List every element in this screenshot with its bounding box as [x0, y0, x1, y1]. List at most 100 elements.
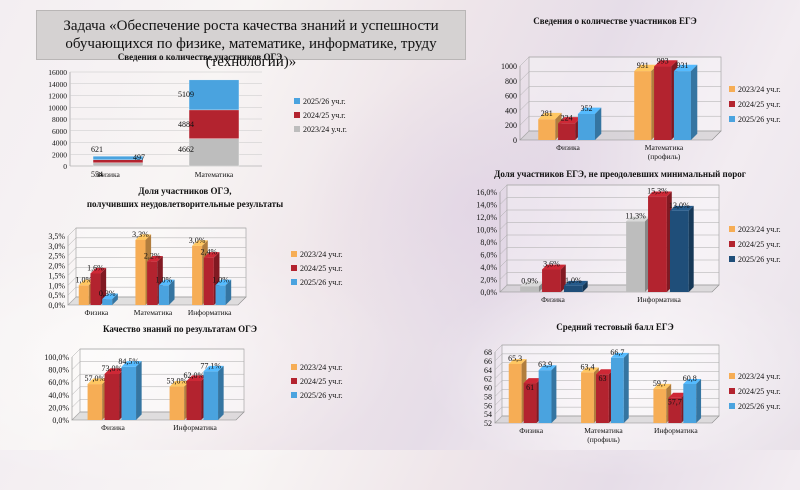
y-tick-label: 52 [484, 419, 492, 428]
chart-ege-below-min: Доля участников ЕГЭ, не преодолевших мин… [476, 169, 780, 304]
bar-side [623, 352, 629, 423]
chart-title: Доля участников ОГЭ, [138, 186, 231, 196]
bar [577, 113, 595, 140]
x-tick-label: Физика [96, 170, 120, 179]
data-label: 497 [133, 153, 145, 162]
gridline [499, 197, 508, 205]
bar [102, 299, 113, 305]
data-label: 60,8 [683, 374, 697, 383]
bar [683, 383, 697, 423]
page-title: Задача «Обеспечение роста качества знани… [63, 18, 439, 70]
x-tick-label: (профиль) [648, 152, 681, 161]
legend-swatch [291, 378, 297, 384]
y-tick-label: 6000 [52, 127, 67, 136]
legend-label: 2025/26 уч.г. [738, 115, 781, 124]
chart-ege-avg-score: Средний тестовый балл ЕГЭ525456586062646… [484, 322, 781, 444]
y-tick-label: 8,0% [480, 238, 497, 247]
x-tick-label: Математика [584, 426, 623, 435]
bar-top [121, 361, 142, 367]
y-tick-label: 2,5% [48, 252, 65, 261]
bar-side [582, 280, 588, 292]
data-label: 62,0% [183, 371, 204, 380]
legend-swatch [291, 265, 297, 271]
data-label: 3,3% [132, 230, 149, 239]
legend-label: 2024/25 уч.г. [738, 240, 781, 249]
y-tick-label: 0,0% [48, 301, 65, 310]
y-tick-label: 2000 [52, 150, 67, 159]
bar-side [696, 379, 702, 423]
legend-label: 2024/25 уч.г. [738, 100, 781, 109]
y-tick-label: 100,0% [44, 353, 69, 362]
gridline [67, 227, 77, 237]
chart-oge-unsatisfactory: Доля участников ОГЭ, получивших неудовлет… [48, 186, 342, 317]
y-tick-label: 0,5% [48, 291, 65, 300]
x-tick-label: Информатика [173, 423, 217, 432]
y-tick-label: 40,0% [48, 391, 69, 400]
y-tick-label: 62 [484, 375, 492, 384]
x-tick-label: Информатика [188, 308, 232, 317]
bar-side [136, 361, 142, 420]
gridline [499, 284, 508, 293]
bar [563, 285, 583, 292]
bar-side [225, 279, 232, 305]
y-tick-label: 20,0% [48, 403, 69, 412]
y-tick-label: 14000 [48, 80, 67, 89]
y-tick-label: 4000 [52, 139, 67, 148]
gridline [494, 380, 503, 388]
bar [135, 239, 146, 305]
gridline [71, 348, 81, 358]
legend-swatch [729, 101, 735, 107]
legend-swatch [291, 251, 297, 257]
data-label: 13,0% [669, 201, 690, 210]
gridline [499, 222, 508, 230]
bar-top [673, 64, 698, 72]
legend-swatch [729, 86, 735, 92]
data-label: 65,3 [508, 354, 522, 363]
gridline [71, 386, 81, 395]
bar [542, 269, 561, 292]
y-tick-label: 16000 [48, 68, 67, 77]
legend-swatch [729, 116, 735, 122]
bar [188, 79, 240, 111]
bar [581, 372, 594, 423]
charts-canvas: Сведения о количестве участников ОГЭ 0 200… [44, 16, 781, 444]
data-label: 57,0% [85, 374, 106, 383]
data-label: 554 [91, 170, 103, 179]
gridline [494, 362, 503, 370]
bar-top [203, 252, 220, 258]
bar [558, 123, 576, 140]
bar [186, 380, 202, 420]
legend-swatch [729, 226, 735, 232]
y-tick-label: 4,0% [480, 263, 497, 272]
bar-top [523, 378, 542, 384]
bar-top [508, 359, 527, 364]
gridline [67, 247, 77, 256]
bar-top [90, 267, 107, 274]
legend-label: 2023/24 уч.г. [738, 225, 781, 234]
chart-title: Средний тестовый балл ЕГЭ [556, 322, 673, 332]
y-tick-label: 80,0% [48, 366, 69, 375]
y-tick-label: 60 [484, 384, 492, 393]
y-tick-label: 0 [63, 162, 67, 171]
x-tick-label: Математика [195, 170, 234, 179]
gridline [519, 71, 530, 81]
data-label: 15,3% [647, 186, 668, 195]
legend-label: 2023/24 уч.г. [738, 85, 781, 94]
gridline [494, 371, 503, 379]
y-tick-label: 400 [505, 106, 517, 115]
gridline [519, 101, 530, 111]
bar-top [542, 264, 566, 270]
bar-side [218, 365, 224, 420]
legend-swatch [729, 241, 735, 247]
bar [203, 371, 219, 420]
chart-title: Доля участников ЕГЭ, не преодолевших мин… [494, 169, 746, 179]
data-label: 1,0% [156, 275, 173, 284]
legend-swatch [729, 388, 735, 394]
chart-title: Сведения о количестве участников ЕГЭ [533, 16, 697, 26]
bar-top [626, 216, 650, 222]
bar-top [563, 280, 588, 286]
bar-side [690, 64, 698, 140]
y-tick-label: 54 [484, 410, 492, 419]
chart-title: Сведения о количестве участников ОГЭ [118, 52, 283, 62]
x-tick-label: Физика [84, 308, 108, 317]
